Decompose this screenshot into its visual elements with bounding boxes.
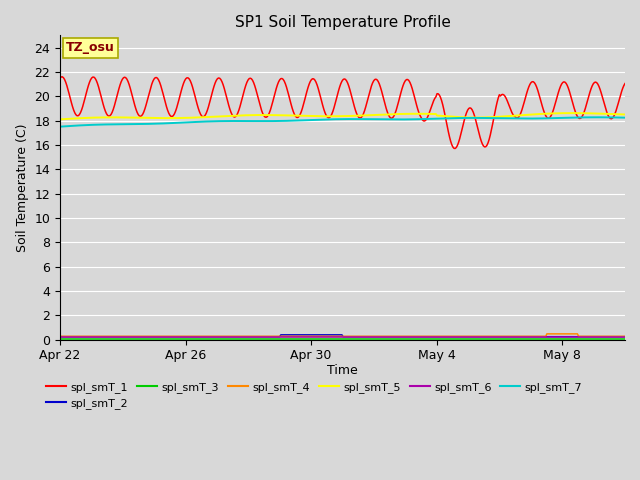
spl_smT_6: [362, 334, 369, 340]
spl_smT_7: [362, 116, 369, 122]
Line: spl_smT_7: spl_smT_7: [60, 117, 625, 127]
spl_smT_7: [519, 116, 527, 121]
Line: spl_smT_1: spl_smT_1: [60, 77, 625, 148]
spl_smT_2: [329, 332, 337, 338]
spl_smT_3: [56, 336, 64, 342]
Line: spl_smT_4: spl_smT_4: [60, 334, 625, 336]
spl_smT_5: [328, 113, 335, 119]
Legend: spl_smT_1, spl_smT_2, spl_smT_3, spl_smT_4, spl_smT_5, spl_smT_6, spl_smT_7: spl_smT_1, spl_smT_2, spl_smT_3, spl_smT…: [46, 382, 582, 409]
spl_smT_1: [522, 95, 529, 101]
spl_smT_1: [610, 114, 618, 120]
spl_smT_3: [324, 336, 332, 342]
spl_smT_1: [58, 74, 66, 80]
spl_smT_4: [621, 334, 629, 339]
spl_smT_7: [593, 114, 600, 120]
spl_smT_6: [324, 334, 332, 340]
spl_smT_2: [56, 334, 64, 339]
spl_smT_5: [324, 113, 332, 119]
spl_smT_4: [543, 331, 550, 337]
spl_smT_6: [621, 334, 629, 340]
spl_smT_6: [392, 334, 400, 340]
spl_smT_1: [451, 145, 459, 151]
spl_smT_7: [621, 115, 629, 120]
spl_smT_5: [609, 111, 616, 117]
spl_smT_4: [328, 334, 335, 339]
spl_smT_3: [607, 336, 615, 342]
Line: spl_smT_2: spl_smT_2: [60, 335, 625, 336]
spl_smT_7: [392, 117, 400, 122]
spl_smT_4: [519, 334, 527, 339]
spl_smT_1: [363, 100, 371, 106]
spl_smT_4: [362, 334, 369, 339]
spl_smT_6: [56, 334, 64, 340]
Y-axis label: Soil Temperature (C): Soil Temperature (C): [16, 123, 29, 252]
spl_smT_3: [362, 336, 369, 342]
spl_smT_5: [392, 111, 400, 117]
spl_smT_1: [621, 81, 629, 86]
spl_smT_6: [519, 334, 527, 340]
spl_smT_3: [392, 336, 400, 342]
spl_smT_4: [392, 334, 400, 339]
spl_smT_5: [519, 112, 527, 118]
spl_smT_2: [363, 334, 371, 339]
spl_smT_5: [56, 117, 64, 122]
spl_smT_4: [56, 334, 64, 339]
Line: spl_smT_5: spl_smT_5: [60, 113, 625, 120]
spl_smT_2: [326, 332, 333, 338]
spl_smT_5: [362, 112, 369, 118]
spl_smT_4: [324, 334, 332, 339]
spl_smT_2: [394, 334, 401, 339]
spl_smT_5: [621, 111, 629, 117]
spl_smT_2: [520, 334, 528, 339]
spl_smT_1: [56, 75, 64, 81]
spl_smT_6: [328, 334, 335, 340]
spl_smT_1: [329, 108, 337, 114]
spl_smT_5: [569, 110, 577, 116]
Title: SP1 Soil Temperature Profile: SP1 Soil Temperature Profile: [235, 15, 451, 30]
spl_smT_1: [394, 103, 401, 109]
spl_smT_7: [324, 117, 332, 122]
X-axis label: Time: Time: [327, 364, 358, 377]
spl_smT_4: [609, 334, 616, 339]
spl_smT_6: [607, 334, 615, 340]
spl_smT_3: [328, 336, 335, 342]
spl_smT_7: [609, 115, 616, 120]
spl_smT_3: [621, 336, 629, 342]
spl_smT_3: [519, 336, 527, 342]
Text: TZ_osu: TZ_osu: [66, 41, 115, 54]
spl_smT_1: [326, 115, 333, 120]
spl_smT_7: [328, 117, 335, 122]
spl_smT_2: [621, 334, 629, 339]
spl_smT_2: [609, 334, 616, 339]
spl_smT_2: [277, 332, 285, 338]
spl_smT_7: [56, 124, 64, 130]
